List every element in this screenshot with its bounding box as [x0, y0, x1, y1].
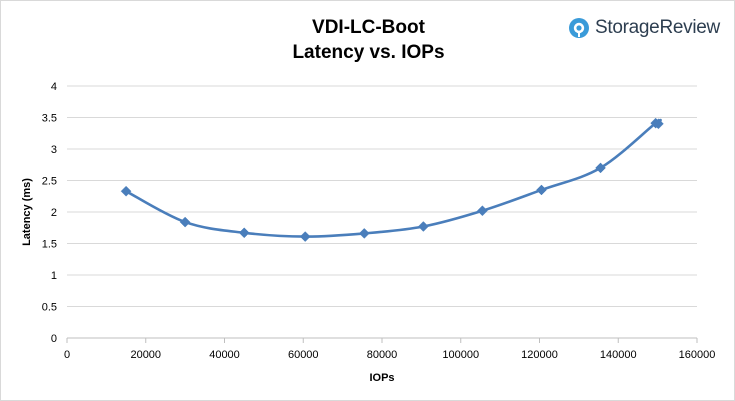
x-tick-labels: 0 20000 40000 60000 80000 100000 120000 140000 1… [64, 349, 715, 361]
data-point [299, 231, 311, 242]
series-line [124, 118, 662, 238]
data-point [179, 216, 191, 228]
x-tick-label: 120000 [521, 349, 558, 361]
axes [66, 337, 698, 343]
x-axis-label: IOPs [369, 372, 394, 384]
chart-title-line-1: VDI-LC-Boot [312, 17, 425, 38]
brand-logo: StorageReview [569, 15, 720, 41]
data-point [536, 184, 547, 196]
data-point [120, 185, 132, 197]
x-tick-label: 160000 [679, 349, 716, 361]
y-tick-label: 0 [51, 333, 57, 345]
chart-title-line-2: Latency vs. IOPs [292, 42, 445, 63]
brand-name: StorageReview [595, 17, 720, 38]
y-tick-label: 0.5 [42, 302, 57, 314]
y-tick-label: 3.5 [42, 113, 57, 125]
series [120, 117, 664, 242]
data-point [238, 227, 250, 239]
x-tick-label: 100000 [442, 349, 479, 361]
y-tick-label: 3 [51, 144, 57, 156]
y-tick-label: 1.5 [42, 239, 57, 251]
data-point [417, 221, 429, 232]
data-point [595, 162, 606, 174]
x-tick-label: 40000 [209, 349, 240, 361]
data-point [653, 118, 664, 130]
y-tick-label: 4 [51, 81, 57, 93]
y-tick-labels: 0 0.5 1 1.5 2 2.5 3 3.5 4 [42, 81, 57, 345]
data-point [477, 205, 488, 217]
y-tick-label: 2.5 [42, 176, 57, 188]
x-tick-label: 20000 [130, 349, 161, 361]
y-tick-label: 2 [51, 207, 57, 219]
x-tick-label: 0 [64, 349, 70, 361]
x-tick-label: 140000 [600, 349, 637, 361]
x-tick-label: 60000 [288, 349, 319, 361]
y-tick-label: 1 [51, 270, 57, 282]
storagereview-logo-icon [569, 18, 589, 38]
gridlines [67, 85, 697, 307]
y-axis-label: Latency (ms) [21, 178, 33, 246]
data-point [358, 228, 370, 239]
x-tick-label: 80000 [367, 349, 398, 361]
chart-title: VDI-LC-Boot Latency vs. IOPs [1, 15, 735, 65]
